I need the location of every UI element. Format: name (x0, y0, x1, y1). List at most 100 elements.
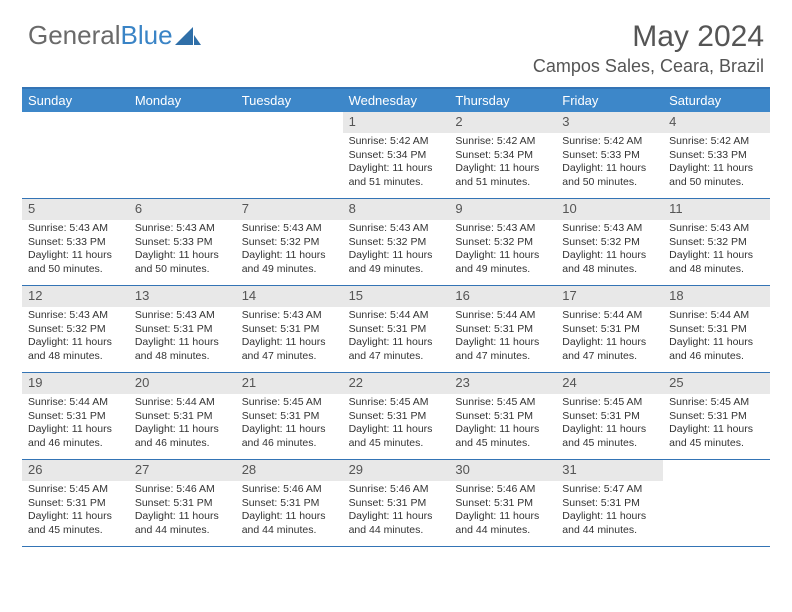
week-row: 5Sunrise: 5:43 AMSunset: 5:33 PMDaylight… (22, 199, 770, 286)
header: GeneralBlue May 2024 Campos Sales, Ceara… (0, 0, 792, 81)
day-number: 27 (129, 460, 236, 481)
day-body: Sunrise: 5:44 AMSunset: 5:31 PMDaylight:… (556, 307, 663, 368)
daylight-line: Daylight: 11 hours and 50 minutes. (669, 162, 764, 189)
daylight-line: Daylight: 11 hours and 48 minutes. (135, 336, 230, 363)
day-cell: 5Sunrise: 5:43 AMSunset: 5:33 PMDaylight… (22, 199, 129, 285)
daylight-line: Daylight: 11 hours and 48 minutes. (669, 249, 764, 276)
day-number: 28 (236, 460, 343, 481)
day-body: Sunrise: 5:45 AMSunset: 5:31 PMDaylight:… (22, 481, 129, 542)
day-number: 16 (449, 286, 556, 307)
day-cell: 21Sunrise: 5:45 AMSunset: 5:31 PMDayligh… (236, 373, 343, 459)
day-cell: 25Sunrise: 5:45 AMSunset: 5:31 PMDayligh… (663, 373, 770, 459)
daylight-line: Daylight: 11 hours and 49 minutes. (242, 249, 337, 276)
day-cell: 16Sunrise: 5:44 AMSunset: 5:31 PMDayligh… (449, 286, 556, 372)
daylight-line: Daylight: 11 hours and 47 minutes. (455, 336, 550, 363)
sunset-line: Sunset: 5:31 PM (669, 323, 764, 337)
week-row: 26Sunrise: 5:45 AMSunset: 5:31 PMDayligh… (22, 460, 770, 547)
sunset-line: Sunset: 5:31 PM (669, 410, 764, 424)
weekday-header-row: Sunday Monday Tuesday Wednesday Thursday… (22, 89, 770, 112)
day-body: Sunrise: 5:46 AMSunset: 5:31 PMDaylight:… (449, 481, 556, 542)
logo-sail-icon (175, 25, 201, 47)
daylight-line: Daylight: 11 hours and 45 minutes. (562, 423, 657, 450)
day-body: Sunrise: 5:42 AMSunset: 5:34 PMDaylight:… (343, 133, 450, 194)
day-body: Sunrise: 5:44 AMSunset: 5:31 PMDaylight:… (449, 307, 556, 368)
sunset-line: Sunset: 5:31 PM (349, 323, 444, 337)
sunset-line: Sunset: 5:31 PM (562, 497, 657, 511)
day-body: Sunrise: 5:43 AMSunset: 5:32 PMDaylight:… (556, 220, 663, 281)
day-body: Sunrise: 5:44 AMSunset: 5:31 PMDaylight:… (129, 394, 236, 455)
day-cell: 13Sunrise: 5:43 AMSunset: 5:31 PMDayligh… (129, 286, 236, 372)
day-body: Sunrise: 5:42 AMSunset: 5:34 PMDaylight:… (449, 133, 556, 194)
sunset-line: Sunset: 5:31 PM (349, 410, 444, 424)
logo: GeneralBlue (28, 20, 201, 51)
day-body: Sunrise: 5:44 AMSunset: 5:31 PMDaylight:… (663, 307, 770, 368)
sunset-line: Sunset: 5:31 PM (349, 497, 444, 511)
day-number: 14 (236, 286, 343, 307)
sunset-line: Sunset: 5:32 PM (242, 236, 337, 250)
daylight-line: Daylight: 11 hours and 48 minutes. (562, 249, 657, 276)
day-number: 24 (556, 373, 663, 394)
month-title: May 2024 (533, 20, 764, 54)
sunrise-line: Sunrise: 5:45 AM (28, 483, 123, 497)
daylight-line: Daylight: 11 hours and 46 minutes. (135, 423, 230, 450)
day-cell: 10Sunrise: 5:43 AMSunset: 5:32 PMDayligh… (556, 199, 663, 285)
daylight-line: Daylight: 11 hours and 46 minutes. (28, 423, 123, 450)
day-body: Sunrise: 5:45 AMSunset: 5:31 PMDaylight:… (343, 394, 450, 455)
day-cell: 12Sunrise: 5:43 AMSunset: 5:32 PMDayligh… (22, 286, 129, 372)
sunset-line: Sunset: 5:33 PM (562, 149, 657, 163)
sunrise-line: Sunrise: 5:46 AM (349, 483, 444, 497)
day-cell: 6Sunrise: 5:43 AMSunset: 5:33 PMDaylight… (129, 199, 236, 285)
day-number: 17 (556, 286, 663, 307)
sunset-line: Sunset: 5:32 PM (669, 236, 764, 250)
daylight-line: Daylight: 11 hours and 49 minutes. (349, 249, 444, 276)
day-number: 31 (556, 460, 663, 481)
day-number: 10 (556, 199, 663, 220)
sunrise-line: Sunrise: 5:44 AM (669, 309, 764, 323)
day-number: 18 (663, 286, 770, 307)
day-cell: 11Sunrise: 5:43 AMSunset: 5:32 PMDayligh… (663, 199, 770, 285)
calendar: Sunday Monday Tuesday Wednesday Thursday… (22, 87, 770, 547)
day-cell: 2Sunrise: 5:42 AMSunset: 5:34 PMDaylight… (449, 112, 556, 198)
sunset-line: Sunset: 5:31 PM (28, 497, 123, 511)
sunset-line: Sunset: 5:33 PM (135, 236, 230, 250)
daylight-line: Daylight: 11 hours and 45 minutes. (28, 510, 123, 537)
day-body: Sunrise: 5:43 AMSunset: 5:31 PMDaylight:… (129, 307, 236, 368)
weekday-header: Wednesday (343, 89, 450, 112)
weekday-header: Monday (129, 89, 236, 112)
sunset-line: Sunset: 5:31 PM (28, 410, 123, 424)
daylight-line: Daylight: 11 hours and 50 minutes. (28, 249, 123, 276)
day-number: 23 (449, 373, 556, 394)
location: Campos Sales, Ceara, Brazil (533, 56, 764, 77)
day-cell: 23Sunrise: 5:45 AMSunset: 5:31 PMDayligh… (449, 373, 556, 459)
day-number: 20 (129, 373, 236, 394)
day-cell: . (236, 112, 343, 198)
sunrise-line: Sunrise: 5:44 AM (135, 396, 230, 410)
day-cell: 30Sunrise: 5:46 AMSunset: 5:31 PMDayligh… (449, 460, 556, 546)
weekday-header: Sunday (22, 89, 129, 112)
sunrise-line: Sunrise: 5:43 AM (455, 222, 550, 236)
day-cell: 29Sunrise: 5:46 AMSunset: 5:31 PMDayligh… (343, 460, 450, 546)
day-body: Sunrise: 5:47 AMSunset: 5:31 PMDaylight:… (556, 481, 663, 542)
sunset-line: Sunset: 5:31 PM (242, 410, 337, 424)
day-cell: . (129, 112, 236, 198)
day-cell: 31Sunrise: 5:47 AMSunset: 5:31 PMDayligh… (556, 460, 663, 546)
sunrise-line: Sunrise: 5:42 AM (669, 135, 764, 149)
daylight-line: Daylight: 11 hours and 50 minutes. (135, 249, 230, 276)
daylight-line: Daylight: 11 hours and 44 minutes. (455, 510, 550, 537)
day-number: 19 (22, 373, 129, 394)
day-body: Sunrise: 5:46 AMSunset: 5:31 PMDaylight:… (236, 481, 343, 542)
day-number: 12 (22, 286, 129, 307)
daylight-line: Daylight: 11 hours and 45 minutes. (349, 423, 444, 450)
day-cell: 9Sunrise: 5:43 AMSunset: 5:32 PMDaylight… (449, 199, 556, 285)
sunrise-line: Sunrise: 5:43 AM (242, 222, 337, 236)
sunrise-line: Sunrise: 5:43 AM (28, 309, 123, 323)
sunrise-line: Sunrise: 5:46 AM (455, 483, 550, 497)
day-cell: 19Sunrise: 5:44 AMSunset: 5:31 PMDayligh… (22, 373, 129, 459)
sunset-line: Sunset: 5:31 PM (455, 410, 550, 424)
daylight-line: Daylight: 11 hours and 51 minutes. (455, 162, 550, 189)
sunset-line: Sunset: 5:33 PM (28, 236, 123, 250)
sunrise-line: Sunrise: 5:44 AM (349, 309, 444, 323)
sunset-line: Sunset: 5:31 PM (135, 410, 230, 424)
sunset-line: Sunset: 5:31 PM (242, 497, 337, 511)
sunset-line: Sunset: 5:33 PM (669, 149, 764, 163)
